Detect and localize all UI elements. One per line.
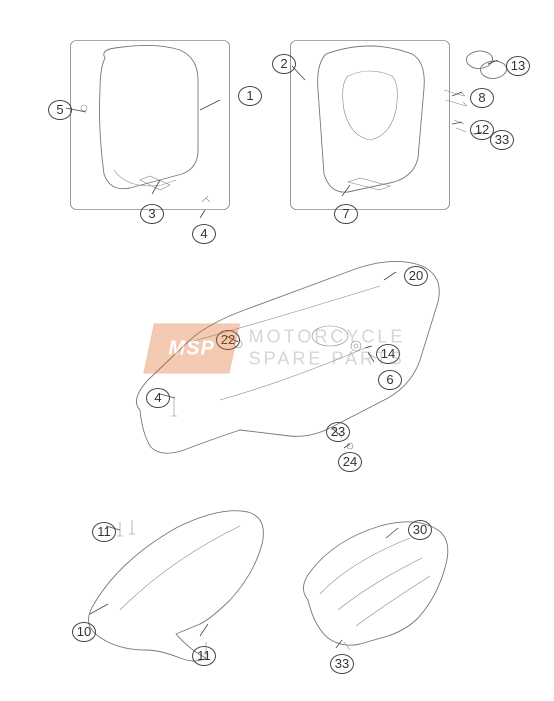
callout-8: 8 [470, 88, 494, 108]
callout-11b: 11 [192, 646, 216, 666]
callout-2: 2 [272, 54, 296, 74]
callout-4b: 4 [146, 388, 170, 408]
callout-10: 10 [72, 622, 96, 642]
callout-5: 5 [48, 100, 72, 120]
callout-33b: 33 [330, 654, 354, 674]
callout-13: 13 [506, 56, 530, 76]
callout-24: 24 [338, 452, 362, 472]
callout-33a: 33 [490, 130, 514, 150]
callout-1: 1 [238, 86, 262, 106]
callout-14: 14 [376, 344, 400, 364]
callout-23: 23 [326, 422, 350, 442]
callout-4a: 4 [192, 224, 216, 244]
callout-6: 6 [378, 370, 402, 390]
callout-22: 22 [216, 330, 240, 350]
callout-7: 7 [334, 204, 358, 224]
diagram-stage: 1 2 3 4 4 5 6 7 8 10 11 11 12 13 14 20 2… [0, 0, 554, 701]
callout-11a: 11 [92, 522, 116, 542]
callout-20: 20 [404, 266, 428, 286]
callout-3: 3 [140, 204, 164, 224]
callout-30: 30 [408, 520, 432, 540]
